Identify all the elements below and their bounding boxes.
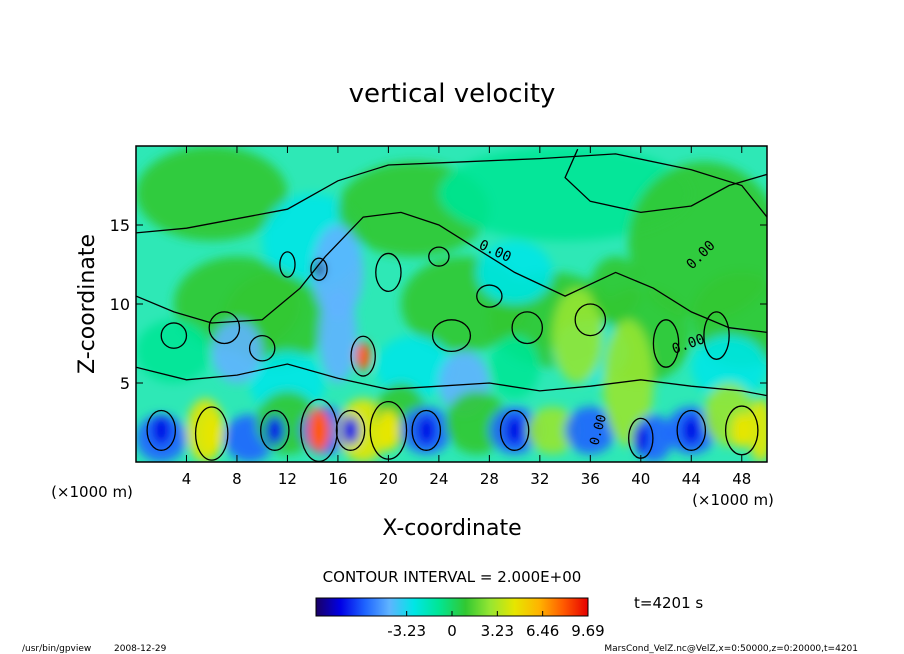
colorbar-tick-label: 6.46 — [526, 622, 559, 640]
colorbar: -3.23 0 3.23 6.46 9.69 — [315, 597, 605, 640]
contour-line — [208, 311, 241, 345]
y-axis: 5 10 15 — [110, 216, 767, 393]
contour-line — [375, 252, 402, 293]
contour-lines — [136, 148, 767, 462]
contour-line — [136, 363, 767, 397]
field-blob — [602, 319, 654, 447]
x-axis-label: X-coordinate — [382, 516, 521, 541]
contour-line — [248, 334, 276, 362]
x-tick-label: 24 — [429, 470, 448, 488]
field-core — [313, 261, 325, 278]
x-tick-label: 48 — [732, 470, 751, 488]
x-tick-label: 28 — [480, 470, 499, 488]
x-tick-label: 12 — [278, 470, 297, 488]
x-tick-label: 20 — [379, 470, 398, 488]
contour-line — [724, 405, 759, 456]
contour-line — [146, 409, 177, 451]
contour-line — [499, 409, 530, 451]
field-core — [417, 416, 436, 445]
x-tick-label: 44 — [682, 470, 701, 488]
field-blobs — [136, 146, 767, 462]
contour-line — [194, 406, 229, 461]
contour-line — [703, 311, 730, 360]
field-core — [201, 414, 222, 453]
field-blob — [691, 335, 767, 399]
contour-line — [411, 409, 442, 451]
y-tick-label: 5 — [120, 374, 130, 393]
x-tick-label: 40 — [631, 470, 650, 488]
contour-line — [574, 303, 607, 337]
field-core — [731, 413, 752, 448]
data-source: MarsCond_VelZ.nc@VelZ,x=0:50000,z=0:2000… — [604, 644, 858, 654]
field-blob — [211, 319, 263, 383]
chart-title: vertical velocity — [349, 79, 556, 109]
field-core — [355, 341, 371, 371]
contour-line — [564, 148, 767, 214]
field-core — [377, 409, 400, 451]
field-core — [341, 416, 360, 445]
colorbar-ticks: -3.23 0 3.23 6.46 9.69 — [387, 611, 605, 640]
y-tick-label: 10 — [110, 295, 130, 314]
contour-line — [511, 311, 544, 345]
contour-line — [335, 409, 366, 451]
field-core — [633, 424, 649, 453]
colorbar-tick-label: -3.23 — [387, 622, 426, 640]
field-blob — [590, 256, 641, 320]
field-blob — [318, 288, 357, 383]
program-path: /usr/bin/gpview — [22, 644, 91, 654]
field-blob — [375, 335, 452, 399]
contour-line — [310, 257, 328, 281]
time-label: t=4201 s — [634, 594, 703, 612]
field-blob — [136, 319, 212, 383]
x-axis: 4 8 12 16 20 24 28 32 36 40 44 48 — [182, 146, 751, 488]
contour-line — [428, 246, 450, 267]
field-blob — [565, 406, 616, 455]
y-unit-label: (×1000 m) — [51, 483, 133, 501]
field-blob — [312, 225, 364, 320]
field-core — [265, 416, 284, 445]
field-blob — [489, 335, 540, 399]
y-axis-label: Z-coordinate — [75, 234, 100, 374]
contour-line — [652, 319, 680, 368]
x-tick-label: 36 — [581, 470, 600, 488]
contour-line — [160, 322, 188, 349]
y-tick-label: 15 — [110, 216, 130, 235]
contour-line — [136, 153, 767, 234]
render-date: 2008-12-29 — [114, 644, 167, 654]
contour-interval-text: CONTOUR INTERVAL = 2.000E+00 — [323, 568, 582, 586]
field-blob — [748, 398, 767, 462]
x-tick-label: 8 — [232, 470, 242, 488]
field-core — [505, 416, 524, 445]
colorbar-tick-label: 3.23 — [481, 622, 514, 640]
x-tick-label: 4 — [182, 470, 192, 488]
x-tick-label: 32 — [530, 470, 549, 488]
field-blob — [136, 146, 288, 241]
field-core — [152, 416, 171, 445]
contour-line — [676, 409, 707, 451]
x-unit-label: (×1000 m) — [692, 491, 774, 509]
colorbar-tick-label: 9.69 — [571, 622, 604, 640]
heatmap-field — [135, 145, 768, 463]
field-blob — [438, 146, 692, 241]
contour-line — [136, 211, 767, 334]
field-blob — [527, 406, 578, 455]
x-tick-label: 16 — [328, 470, 347, 488]
contour-line — [279, 251, 296, 278]
contour-line — [350, 335, 376, 377]
contour-line — [260, 409, 290, 451]
field-blob — [552, 288, 603, 383]
contour-line — [476, 284, 503, 308]
field-core — [307, 408, 331, 453]
field-core — [682, 416, 701, 445]
contour-line — [431, 319, 472, 353]
colorbar-tick-label: 0 — [447, 622, 457, 640]
